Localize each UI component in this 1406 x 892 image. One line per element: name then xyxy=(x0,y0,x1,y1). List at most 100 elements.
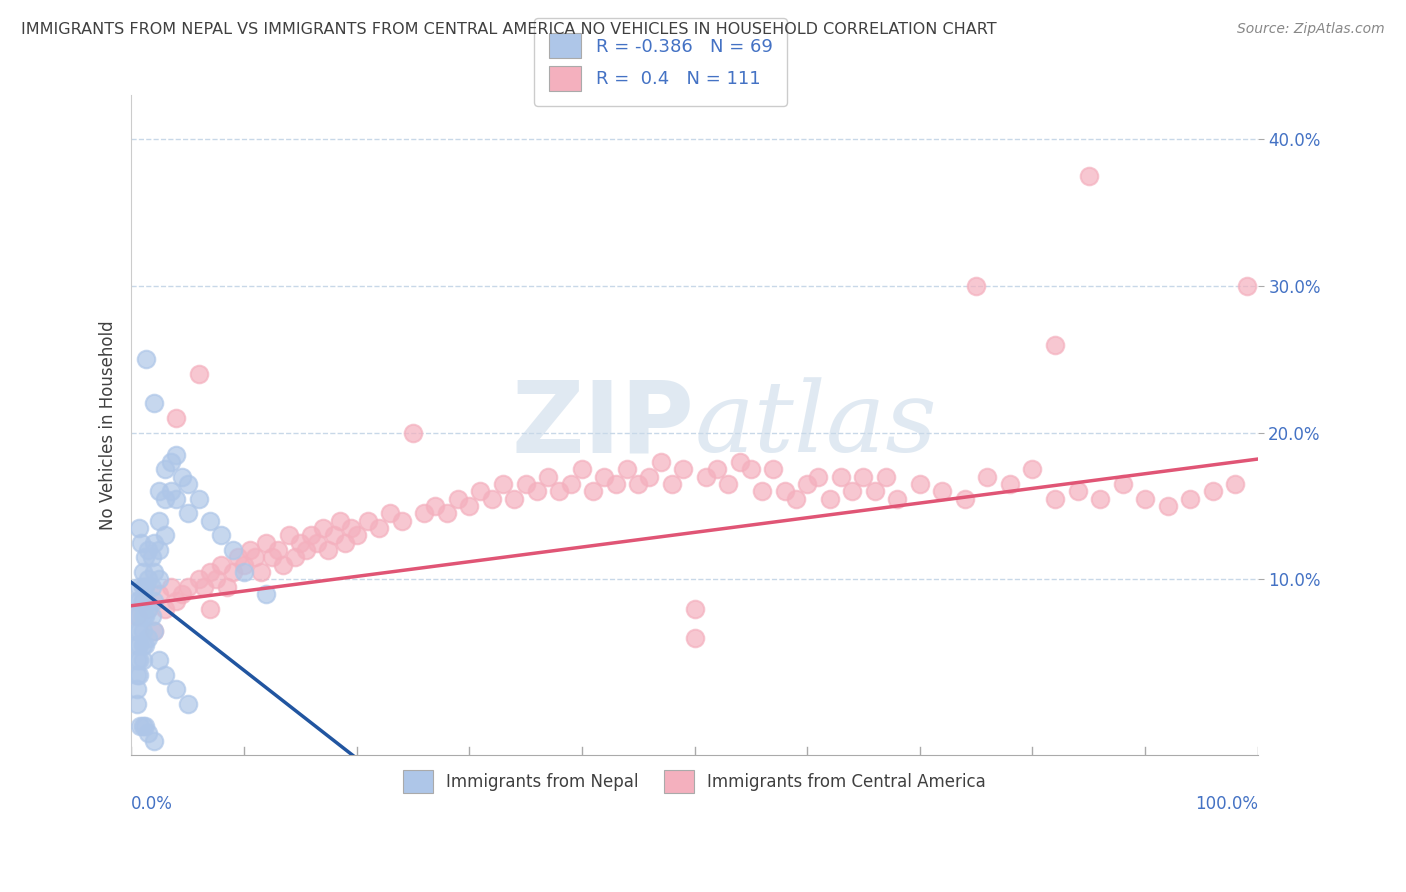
Point xyxy=(232,558,254,572)
Point xyxy=(125,594,148,608)
Point xyxy=(176,697,198,711)
Point xyxy=(165,594,187,608)
Point xyxy=(1133,491,1156,506)
Point xyxy=(830,469,852,483)
Point xyxy=(153,667,176,681)
Point xyxy=(254,587,277,601)
Point xyxy=(548,484,571,499)
Point xyxy=(841,484,863,499)
Point xyxy=(131,653,153,667)
Point xyxy=(571,462,593,476)
Point xyxy=(125,638,148,652)
Point xyxy=(785,491,807,506)
Point xyxy=(875,469,897,483)
Point xyxy=(221,543,243,558)
Point xyxy=(136,726,159,740)
Point xyxy=(672,462,695,476)
Point xyxy=(751,484,773,499)
Point xyxy=(1202,484,1225,499)
Point xyxy=(627,477,650,491)
Point xyxy=(142,624,165,638)
Point xyxy=(616,462,638,476)
Point xyxy=(1021,462,1043,476)
Text: Source: ZipAtlas.com: Source: ZipAtlas.com xyxy=(1237,22,1385,37)
Point xyxy=(976,469,998,483)
Point xyxy=(135,352,157,367)
Point xyxy=(125,609,148,624)
Point xyxy=(165,682,187,697)
Point xyxy=(357,514,380,528)
Point xyxy=(908,477,931,491)
Point xyxy=(125,667,148,681)
Point xyxy=(380,506,402,520)
Point xyxy=(125,653,148,667)
Point xyxy=(323,528,346,542)
Point xyxy=(335,535,357,549)
Point xyxy=(863,484,886,499)
Point xyxy=(148,484,170,499)
Text: IMMIGRANTS FROM NEPAL VS IMMIGRANTS FROM CENTRAL AMERICA NO VEHICLES IN HOUSEHOL: IMMIGRANTS FROM NEPAL VS IMMIGRANTS FROM… xyxy=(21,22,997,37)
Point xyxy=(278,528,301,542)
Point xyxy=(142,594,165,608)
Point xyxy=(221,565,243,579)
Point xyxy=(560,477,582,491)
Point xyxy=(413,506,436,520)
Point xyxy=(886,491,908,506)
Point xyxy=(136,543,159,558)
Point xyxy=(582,484,605,499)
Point xyxy=(818,491,841,506)
Point xyxy=(153,528,176,542)
Point xyxy=(148,543,170,558)
Point xyxy=(128,594,150,608)
Point xyxy=(142,624,165,638)
Point xyxy=(128,638,150,652)
Point xyxy=(492,477,515,491)
Point xyxy=(436,506,458,520)
Point xyxy=(458,499,481,513)
Point xyxy=(134,638,156,652)
Point xyxy=(661,477,683,491)
Point xyxy=(307,535,329,549)
Point xyxy=(953,491,976,506)
Point xyxy=(515,477,537,491)
Point xyxy=(852,469,875,483)
Point xyxy=(1077,169,1099,183)
Point xyxy=(773,484,796,499)
Point xyxy=(131,580,153,594)
Point xyxy=(141,550,163,565)
Point xyxy=(153,491,176,506)
Point xyxy=(136,601,159,615)
Text: atlas: atlas xyxy=(695,377,938,473)
Point xyxy=(129,719,152,733)
Point xyxy=(1236,279,1258,293)
Point xyxy=(796,477,818,491)
Legend: Immigrants from Nepal, Immigrants from Central America: Immigrants from Nepal, Immigrants from C… xyxy=(389,756,1000,806)
Point xyxy=(125,609,148,624)
Point xyxy=(238,543,260,558)
Point xyxy=(226,550,249,565)
Point xyxy=(131,638,153,652)
Point xyxy=(267,543,290,558)
Point xyxy=(131,535,153,549)
Point xyxy=(249,565,271,579)
Point xyxy=(131,719,153,733)
Y-axis label: No Vehicles in Household: No Vehicles in Household xyxy=(100,320,117,530)
Point xyxy=(391,514,413,528)
Point xyxy=(717,477,740,491)
Point xyxy=(128,624,150,638)
Point xyxy=(209,528,232,542)
Point xyxy=(125,682,148,697)
Point xyxy=(165,411,187,425)
Point xyxy=(526,484,548,499)
Point xyxy=(503,491,526,506)
Point xyxy=(131,565,153,579)
Point xyxy=(965,279,987,293)
Point xyxy=(125,697,148,711)
Point xyxy=(1088,491,1111,506)
Point xyxy=(683,631,706,645)
Point xyxy=(128,521,150,535)
Point xyxy=(1156,499,1178,513)
Point xyxy=(537,469,560,483)
Point xyxy=(1043,337,1066,351)
Point xyxy=(131,609,153,624)
